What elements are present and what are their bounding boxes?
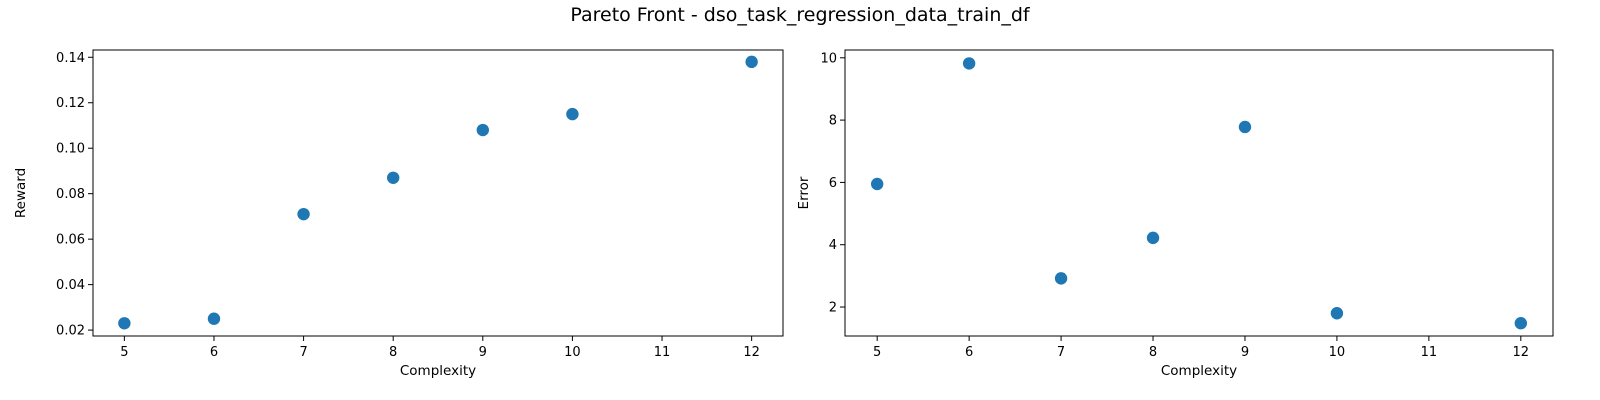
error-x-tick-label: 12 [1513,345,1530,360]
error-x-tick-label: 9 [1241,345,1249,360]
error-axes-frame [844,49,1554,337]
reward-x-tick-label: 8 [389,345,397,360]
reward-y-tick-label: 0.10 [56,142,85,157]
reward-x-tick-label: 12 [743,345,760,360]
reward-data-point [745,55,758,69]
error-x-tick-label: 8 [1149,345,1157,360]
reward-data-point [386,171,400,184]
reward-y-tick-label: 0.04 [56,278,85,293]
error-y-tick-label: 2 [829,301,837,316]
error-y-tick-label: 8 [829,114,837,129]
reward-axes-frame [92,49,784,337]
reward-data-point [476,123,490,137]
reward-data-point [207,312,221,325]
error-x-tick-label: 10 [1329,345,1346,360]
reward-y-tick-label: 0.14 [56,51,85,66]
error-x-tick-label: 7 [1057,345,1065,360]
reward-data-point [297,207,310,221]
error-data-point [1514,317,1528,330]
reward-data-point [118,317,131,330]
error-x-tick-label: 11 [1421,345,1438,360]
error-y-tick-label: 10 [820,51,837,66]
reward-x-tick-label: 7 [299,345,307,360]
error-y-tick-label: 6 [829,176,837,191]
error-x-tick-label: 6 [965,345,973,360]
error-x-axis-label: Complexity [1161,363,1237,379]
error-y-tick-label: 4 [829,238,837,253]
reward-x-axis-label: Complexity [400,363,476,379]
error-data-point [1146,231,1160,245]
reward-x-tick-label: 6 [210,345,218,360]
reward-x-tick-label: 9 [479,345,487,360]
reward-y-tick-label: 0.12 [56,96,85,111]
error-data-point [1330,307,1344,320]
error-x-tick-label: 5 [873,345,881,360]
error-data-point [1054,272,1068,285]
reward-y-tick-label: 0.06 [56,233,85,248]
error-data-point [1238,120,1252,134]
reward-x-tick-label: 10 [564,345,581,360]
reward-x-tick-label: 11 [654,345,671,360]
reward-y-tick-label: 0.02 [56,324,85,339]
reward-data-point [566,107,579,121]
reward-x-tick-label: 5 [120,345,128,360]
error-y-axis-label: Error [796,176,812,209]
reward-y-tick-label: 0.08 [56,187,85,202]
reward-y-axis-label: Reward [13,168,29,218]
chart-title: Pareto Front - dso_task_regression_data_… [570,4,1030,26]
error-data-point [962,57,976,70]
error-data-point [870,177,884,191]
